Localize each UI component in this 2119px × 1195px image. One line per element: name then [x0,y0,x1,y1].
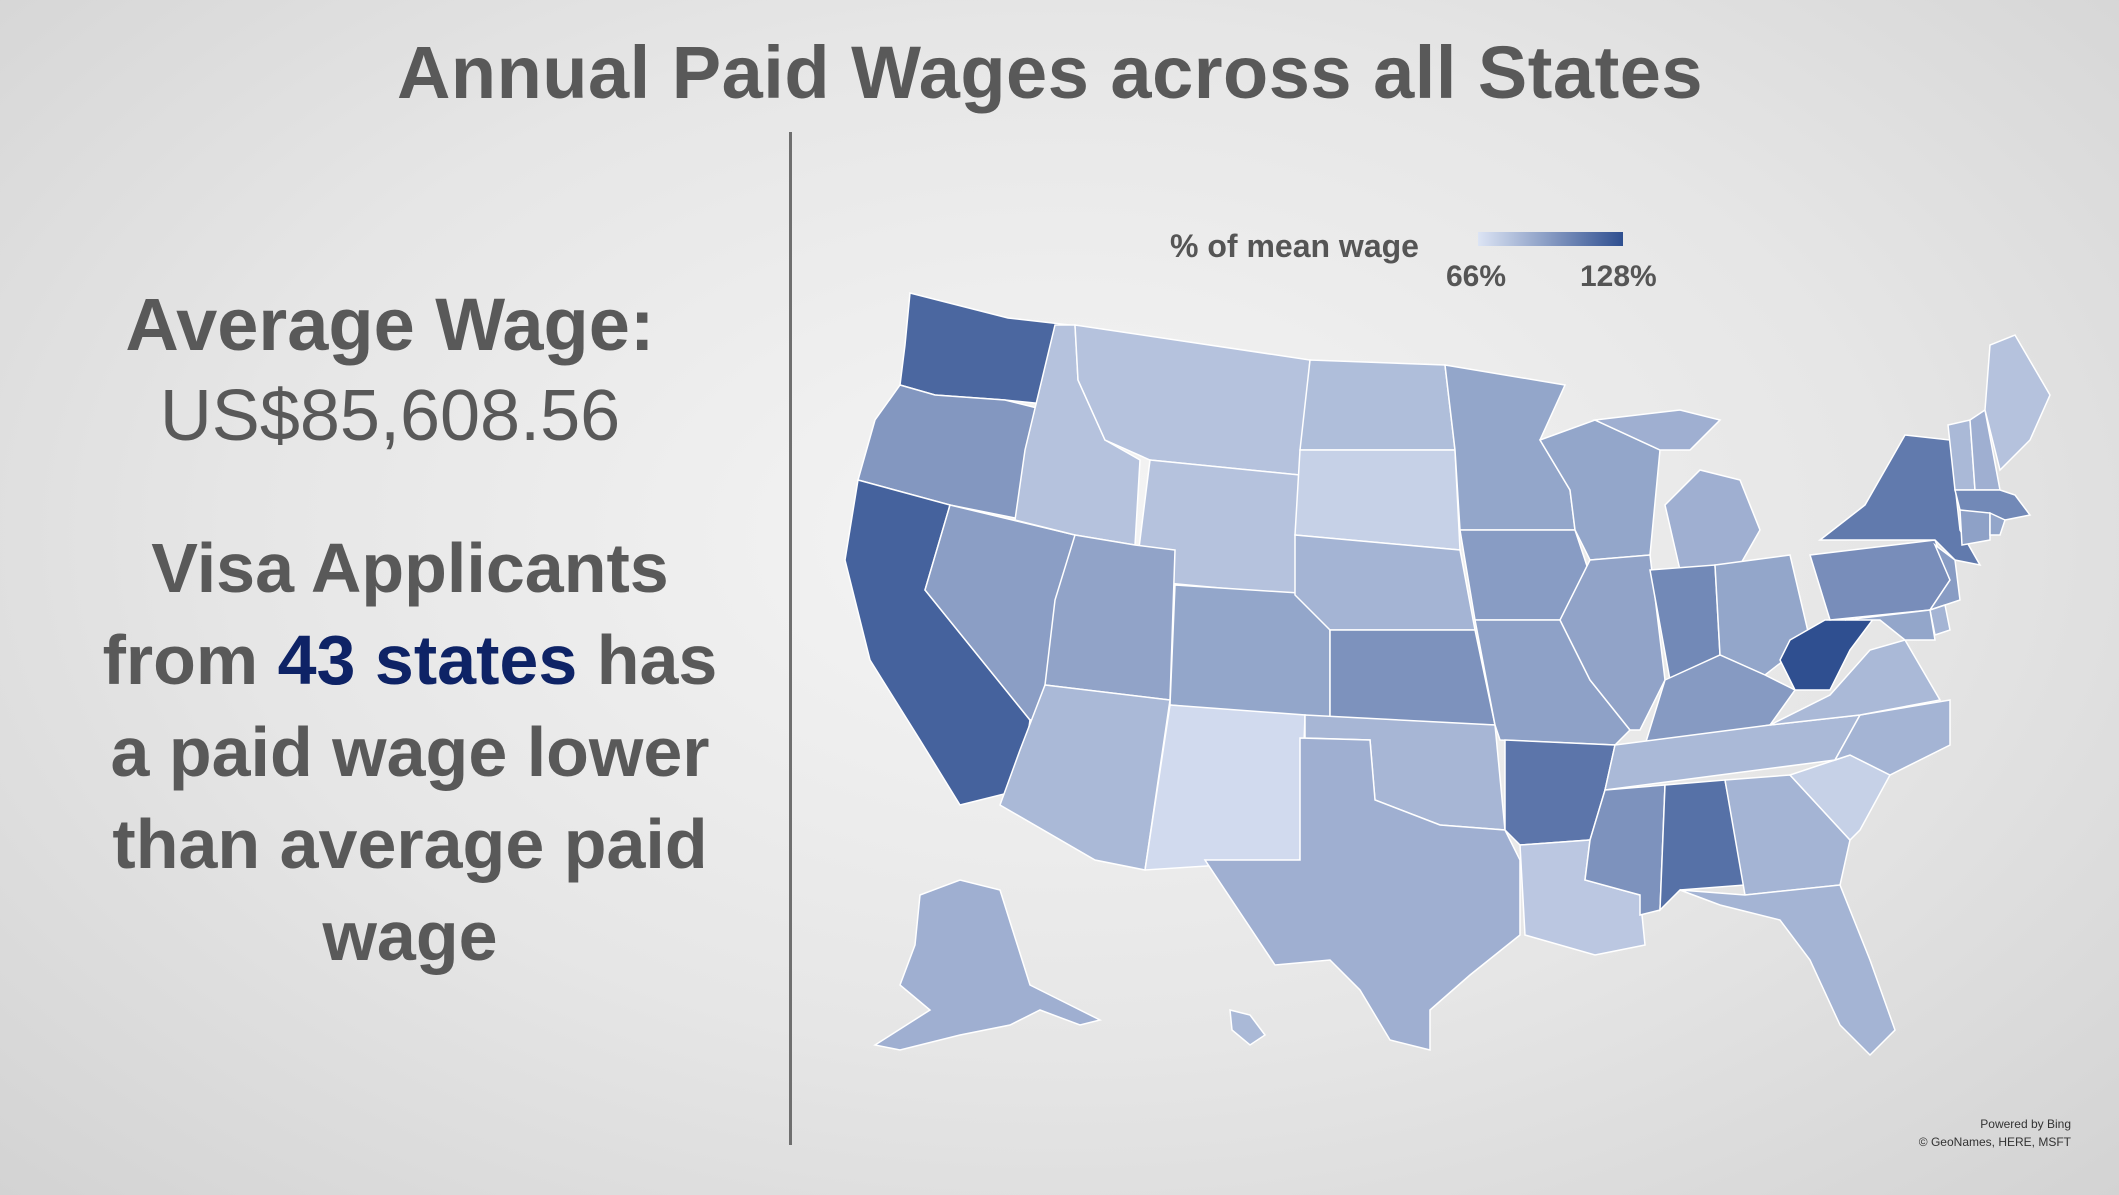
state-HI[interactable] [1229,1009,1267,1046]
visa-statement: Visa Applicants from 43 states has a pai… [30,522,790,982]
legend-gradient-bar [1478,232,1623,246]
state-SD[interactable] [1294,449,1461,551]
state-ME[interactable] [1984,334,2051,472]
credit-sources: © GeoNames, HERE, MSFT [1918,1135,2071,1149]
visa-line-5: wage [322,897,498,975]
vertical-divider [789,132,792,1145]
state-MI-UP[interactable] [1592,409,1722,451]
state-AK[interactable] [873,879,1103,1051]
state-ND[interactable] [1299,359,1456,451]
visa-line-4: than average paid [112,805,708,883]
legend-max-label: 128% [1580,260,1657,293]
state-GA[interactable] [1724,774,1851,896]
visa-line-1: Visa Applicants [151,529,669,607]
state-TX[interactable] [1203,737,1521,1051]
state-RI[interactable] [1989,511,2006,536]
state-count-highlight: 43 states [277,621,578,699]
average-wage-value: US$85,608.56 [159,376,621,456]
credit-powered-by: Powered by Bing [1980,1117,2071,1131]
page-title: Annual Paid Wages across all States [396,31,1704,114]
visa-has-text: has [577,621,718,699]
state-AZ[interactable] [999,684,1171,871]
visa-line-3: a paid wage lower [110,713,710,791]
state-NY[interactable] [1817,434,1982,567]
summary-panel: Average Wage: US$85,608.56 Visa Applican… [30,280,790,982]
state-MD[interactable] [1844,609,1936,641]
state-CT[interactable] [1959,509,1991,546]
state-FL[interactable] [1679,884,1896,1057]
visa-line-2: from 43 states has [30,614,790,706]
state-MI[interactable] [1664,469,1761,571]
state-NE[interactable] [1294,534,1476,631]
state-NM[interactable] [1144,704,1306,871]
legend-min-label: 66% [1446,260,1507,293]
state-KS[interactable] [1329,629,1496,726]
visa-from-text: from [102,621,278,699]
average-wage-label: Average Wage: [125,283,655,366]
state-PA[interactable] [1809,539,1951,621]
legend-title: % of mean wage [1170,228,1419,264]
map-credits: Powered by Bing © GeoNames, HERE, MSFT [1919,1115,2071,1151]
state-AL[interactable] [1659,779,1746,912]
